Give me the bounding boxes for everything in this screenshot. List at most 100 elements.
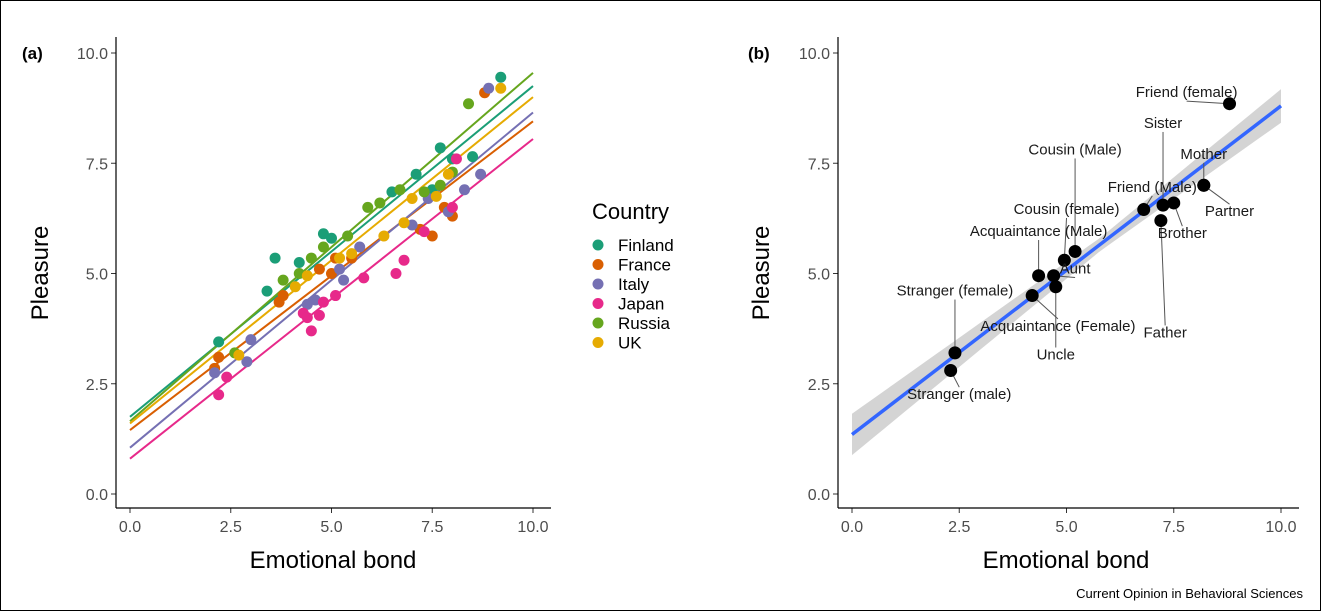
panel-b: (b) 0.0 2.5 5.0 7.5 10.0 0.0 2.5 5.0 7.5 10.0 Stra… [748,37,1299,574]
legend-label-finland: Finland [618,236,674,255]
panel-a-x-title: Emotional bond [250,547,417,574]
point-label: Friend (female) [1136,84,1238,101]
fit-line-finland [129,85,534,418]
legend-key-japan [592,298,604,309]
point-italy [458,184,470,196]
point-label: Mother [1180,146,1227,163]
panel-b-x-tick-label: 5.0 [1055,519,1077,536]
panel-a-x-tick-label: 7.5 [421,519,443,536]
point-label: Sister [1144,115,1182,132]
point-russia [418,186,430,198]
panel-b-x-title: Emotional bond [983,547,1150,574]
legend-key-russia [592,317,604,329]
point-japan [358,272,370,284]
point-italy [338,274,350,286]
point-japan [213,389,225,401]
point-russia [305,252,317,264]
point-russia [277,274,289,286]
point-label: Friend (Male) [1108,179,1197,196]
panel-a-y-title: Pleasure [27,226,54,321]
panel-a: (a) 0.0 2.5 5.0 7.5 10.0 0.0 2.5 5.0 7.5 10.0 Ple… [22,37,551,574]
point-italy [354,241,366,253]
panel-b-y-tick-label: 0.0 [808,487,830,504]
panel-b-y-tick-label: 2.5 [808,377,830,394]
panel-a-x-tick-label: 5.0 [320,519,342,536]
panel-a-y-tick-label: 5.0 [86,267,108,284]
point-france [213,351,225,363]
point-italy [334,263,346,275]
point-finland [213,336,225,348]
point-italy [245,334,257,346]
point-uk [442,168,454,180]
point-finland [261,285,273,297]
panel-a-y-tick-label: 0.0 [86,487,108,504]
label-leader [1063,217,1067,261]
point-france [277,290,289,302]
point-uk [346,248,358,260]
point-label: Father [1143,324,1186,341]
point [944,364,958,378]
point-italy [241,356,253,368]
point-uk [289,281,301,293]
point-finland [317,228,329,240]
point-japan [398,254,410,266]
panel-b-plot-area: 0.0 2.5 5.0 7.5 10.0 0.0 2.5 5.0 7.5 10.0 Stranger… [799,46,1297,536]
point-label: Aunt [1060,261,1092,278]
point-japan [450,153,462,165]
point-japan [313,309,325,321]
point-japan [330,290,342,302]
panel-a-x-tick-label: 10.0 [517,519,548,536]
point-finland [410,168,422,180]
point-label: Acquaintance (Female) [980,318,1135,335]
point-label: Stranger (female) [897,283,1014,300]
point-label: Partner [1205,203,1254,220]
point-france [326,268,337,279]
point [1137,203,1151,217]
credit-line: Current Opinion in Behavioral Sciences [1076,586,1303,601]
panel-b-y-title: Pleasure [748,226,775,321]
point-uk [334,252,346,264]
point-japan [301,312,313,324]
point-label: Brother [1158,225,1207,242]
point-finland [467,151,479,163]
point-russia [374,197,386,209]
point [1223,97,1237,111]
fit-line-italy [129,111,534,449]
panel-a-y-tick-label: 10.0 [77,46,108,63]
point [1025,289,1039,303]
point-uk [398,217,410,229]
point [1049,280,1063,294]
point [1197,178,1211,192]
point-russia [434,179,446,191]
point-italy [475,168,487,180]
point-japan [390,268,402,279]
panel-a-x-tick-label: 2.5 [220,519,242,536]
legend-key-italy [592,278,604,290]
legend-key-france [592,259,604,270]
fit-line-russia [129,72,534,422]
panel-b-y-tick-label: 10.0 [799,46,830,63]
point [1154,214,1168,228]
point-russia [317,241,329,253]
point-russia [342,230,354,242]
point [948,346,962,360]
legend-label-japan: Japan [618,295,664,314]
point-russia [394,184,406,196]
point-label: Stranger (male) [907,386,1011,403]
point-label: Cousin (Male) [1028,141,1121,158]
point-uk [301,270,313,282]
panel-b-x-tick-label: 0.0 [841,519,863,536]
point-japan [221,371,233,383]
point-finland [434,142,446,154]
panel-b-tag: (b) [748,44,770,63]
panel-a-y-tick-label: 2.5 [86,377,108,394]
panel-b-y-tick-label: 5.0 [808,267,830,284]
panel-b-y-tick-label: 7.5 [808,156,830,173]
point-japan [305,325,317,337]
panel-a-x-tick-label: 0.0 [119,519,141,536]
point-uk [378,230,390,242]
point-italy [301,298,313,310]
